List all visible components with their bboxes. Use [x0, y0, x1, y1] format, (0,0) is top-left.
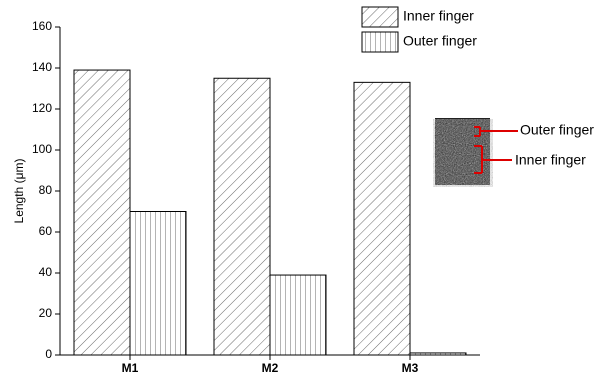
y-tick-label: 80 — [39, 183, 53, 197]
legend-swatch — [362, 32, 398, 52]
annotation: Outer finger — [520, 122, 594, 138]
y-tick-label: 140 — [32, 60, 52, 74]
y-tick-label: 60 — [39, 224, 53, 238]
legend-label: Inner finger — [403, 8, 474, 24]
y-tick-label: 160 — [32, 19, 52, 33]
y-tick-label: 20 — [39, 306, 53, 320]
bar — [354, 82, 410, 355]
bar — [270, 275, 326, 355]
y-tick-label: 0 — [45, 347, 52, 361]
inset-image — [435, 118, 518, 185]
bar — [214, 78, 270, 355]
x-tick-label: M2 — [262, 361, 279, 375]
x-tick-label: M3 — [402, 361, 419, 375]
legend-swatch — [362, 7, 398, 27]
annotation: Inner finger — [515, 152, 586, 168]
bar — [130, 212, 186, 356]
y-axis-label: Length (μm) — [12, 159, 26, 224]
x-tick-label: M1 — [122, 361, 139, 375]
chart: Length (μm) Outer finger Inner finger 0 2… — [0, 0, 609, 377]
y-tick-label: 40 — [39, 265, 53, 279]
y-tick-label: 120 — [32, 101, 52, 115]
bar — [74, 70, 130, 355]
legend-label: Outer finger — [403, 33, 477, 49]
y-tick-label: 100 — [32, 142, 52, 156]
